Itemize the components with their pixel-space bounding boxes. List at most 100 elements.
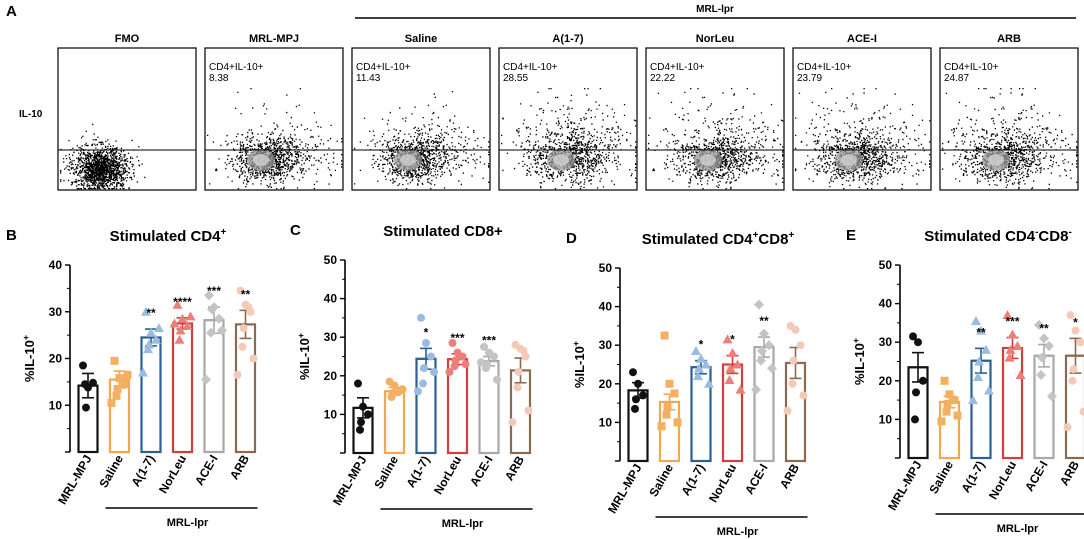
flow-event-dots	[795, 88, 931, 190]
chart-title: Stimulated CD8+	[383, 223, 503, 240]
data-point-a-1-7	[430, 367, 438, 376]
data-point-mrl-mpj	[912, 388, 920, 397]
y-tick-label: 30	[49, 305, 63, 319]
y-tick-label: 30	[879, 335, 893, 349]
y-tick-label: 10	[324, 407, 338, 421]
data-point-ace-i	[1037, 352, 1047, 363]
data-point-arb	[783, 406, 792, 415]
data-point-ace-i	[493, 375, 501, 384]
data-point-a-1-7	[694, 363, 704, 373]
data-point-saline	[112, 391, 121, 400]
data-point-arb	[796, 341, 805, 350]
data-point-a-1-7	[973, 371, 983, 381]
title-part-b: CD8	[1038, 228, 1068, 245]
flow-density-center	[988, 154, 1004, 166]
y-tick-label: 20	[49, 352, 63, 366]
data-point-mrl-mpj	[364, 410, 372, 419]
significance-label: **	[1039, 322, 1049, 336]
data-point-saline	[110, 356, 119, 365]
data-point-a-1-7	[414, 387, 422, 396]
data-point-saline	[950, 396, 959, 405]
chart-panel-e: E Stimulated CD4-CD8- 10 20 30 40 50 %IL-10+ MRL…	[846, 227, 1084, 535]
data-point-norleu	[450, 362, 459, 371]
panel-letter-a: A	[6, 3, 17, 20]
data-point-ace-i	[1034, 319, 1044, 330]
data-point-mrl-mpj	[914, 338, 922, 347]
y-tick-label: 20	[879, 374, 893, 388]
data-point-saline	[945, 390, 954, 399]
data-point-norleu	[185, 311, 196, 321]
flow-gate-value: 11.43	[356, 73, 381, 84]
data-point-a-1-7	[691, 345, 701, 355]
y-label-superscript: +	[851, 338, 861, 343]
il10-axis-label: IL-10	[19, 109, 43, 120]
flow-density-center	[553, 154, 569, 166]
mrl-lpr-group-label: MRL-lpr	[696, 4, 734, 15]
data-point-mrl-mpj	[634, 379, 642, 388]
data-point-mrl-mpj	[356, 425, 364, 434]
bar-ace-i	[753, 346, 775, 463]
significance-label: **	[976, 325, 986, 339]
category-label: NorLeu	[706, 462, 739, 505]
chart-panel-b: B Stimulated CD4+ 10 20 30 40 %IL-10+ MRL-MPJ Sa…	[6, 227, 258, 529]
flow-gate-value: 8.38	[209, 73, 229, 84]
y-tick-label: 50	[879, 258, 893, 272]
category-label: A(1-7)	[128, 453, 157, 489]
data-point-norleu	[458, 352, 467, 361]
data-point-ace-i	[207, 304, 217, 315]
flow-event-dots	[207, 88, 343, 190]
category-label: MRL-MPJ	[605, 462, 644, 516]
data-point-arb	[519, 346, 528, 355]
data-point-arb	[249, 354, 258, 363]
data-point-ace-i	[204, 290, 214, 301]
data-point-norleu	[724, 374, 735, 384]
data-point-a-1-7	[701, 359, 711, 369]
category-label: ARB	[227, 452, 252, 482]
flow-density-center	[700, 154, 716, 166]
data-point-a-1-7	[976, 325, 986, 335]
flow-panel-title: Saline	[405, 33, 437, 45]
y-axis-label: %IL-10+	[296, 333, 312, 380]
flow-gate-value: 28.55	[503, 73, 528, 84]
data-point-mrl-mpj	[909, 332, 917, 341]
category-label: ACE-I	[467, 454, 495, 489]
y-tick-label: 50	[599, 261, 613, 275]
bar-norleu	[1001, 346, 1024, 460]
data-point-a-1-7	[971, 315, 981, 325]
category-label: Saline	[646, 461, 676, 499]
title-superscript: +	[788, 230, 794, 241]
data-point-norleu	[448, 338, 457, 347]
flow-density-center	[400, 154, 416, 166]
category-label: NorLeu	[156, 453, 189, 496]
panel-letter: C	[290, 222, 301, 239]
category-label: ARB	[502, 453, 527, 483]
data-point-ace-i	[767, 363, 777, 374]
significance-label: *	[730, 333, 735, 347]
flow-gate-label: CD4+IL-10+	[209, 62, 264, 73]
flow-events	[648, 88, 784, 190]
data-point-norleu	[727, 347, 738, 357]
data-point-norleu	[735, 384, 746, 394]
bar-ace-i	[478, 360, 500, 455]
data-point-ace-i	[206, 327, 216, 338]
flow-panel-title: MRL-MPJ	[249, 33, 299, 45]
flow-gate-label: CD4+IL-10+	[650, 62, 705, 73]
data-point-ace-i	[217, 325, 227, 336]
data-point-arb	[236, 286, 245, 295]
data-point-arb	[1066, 311, 1075, 320]
data-point-ace-i	[754, 299, 764, 310]
data-point-ace-i	[759, 328, 769, 339]
category-label: ACE-I	[192, 453, 220, 488]
panel-letter: D	[566, 230, 577, 247]
flow-events	[795, 88, 931, 190]
flow-panel-a-1-7: A(1-7) CD4+IL-10+28.55	[498, 33, 638, 191]
data-point-mrl-mpj	[82, 403, 90, 412]
data-point-norleu	[461, 360, 470, 369]
category-label: NorLeu	[986, 459, 1019, 502]
category-label: MRL-MPJ	[885, 459, 924, 513]
category-label: MRL-MPJ	[55, 453, 94, 507]
data-point-norleu	[722, 334, 733, 344]
significance-label: **	[759, 314, 769, 328]
data-point-arb	[508, 418, 517, 427]
data-point-norleu	[1004, 352, 1015, 362]
